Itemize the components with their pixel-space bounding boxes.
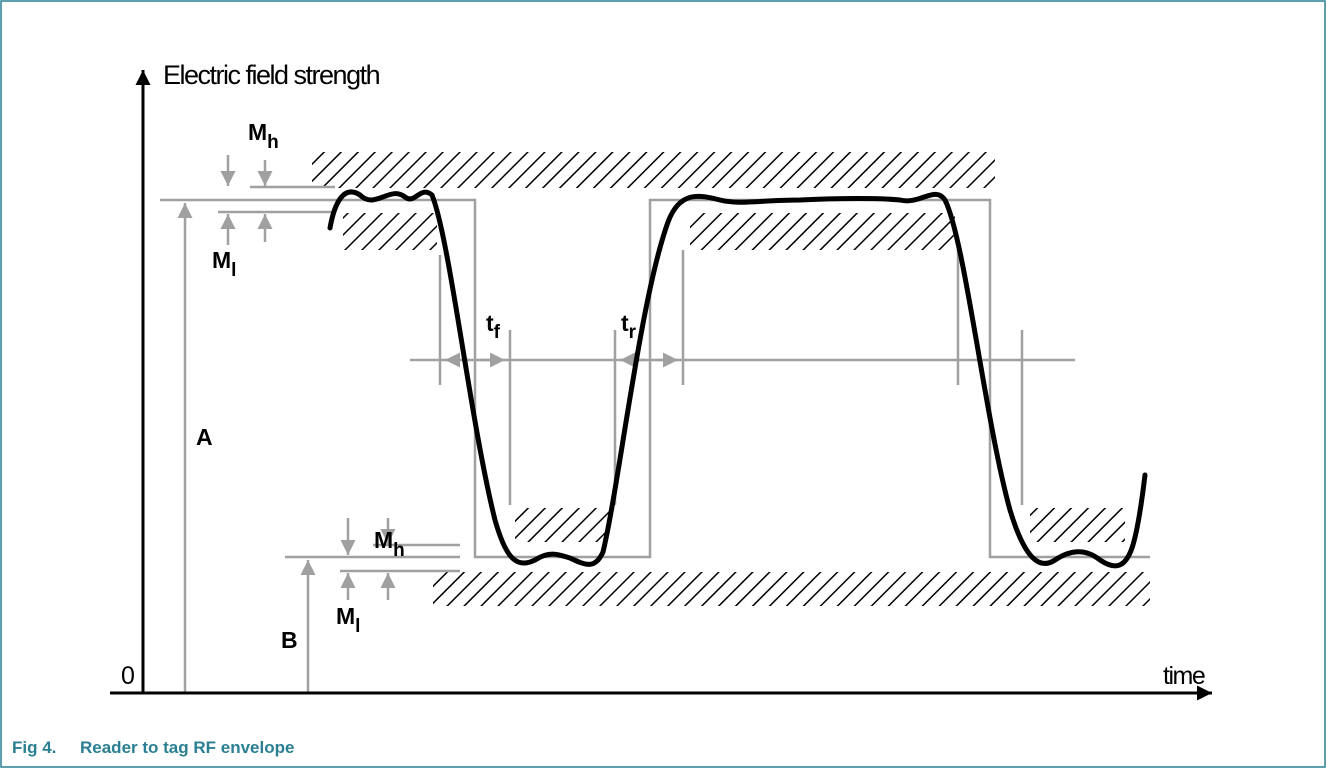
origin-label: 0 [121,662,135,690]
label-ml: Ml [336,603,360,637]
label-mh: Mh [248,119,279,153]
label-tr: tr [621,310,637,343]
label-a: A [196,424,213,450]
caption-title: Reader to tag RF envelope [80,738,294,757]
caption-number: Fig 4. [12,738,56,757]
hatched-zones [312,152,1150,606]
label-mh: Mh [374,527,405,561]
y-axis-label: Electric field strength [163,60,380,90]
reference-lines [160,155,1150,693]
x-axis-label: time [1163,662,1205,690]
caption: Fig 4. Reader to tag RF envelope [12,738,294,757]
axes [110,70,1212,701]
label-ml: Ml [212,247,236,281]
label-tf: tf [486,310,501,343]
label-b: B [281,627,298,653]
waveform [327,189,1148,569]
